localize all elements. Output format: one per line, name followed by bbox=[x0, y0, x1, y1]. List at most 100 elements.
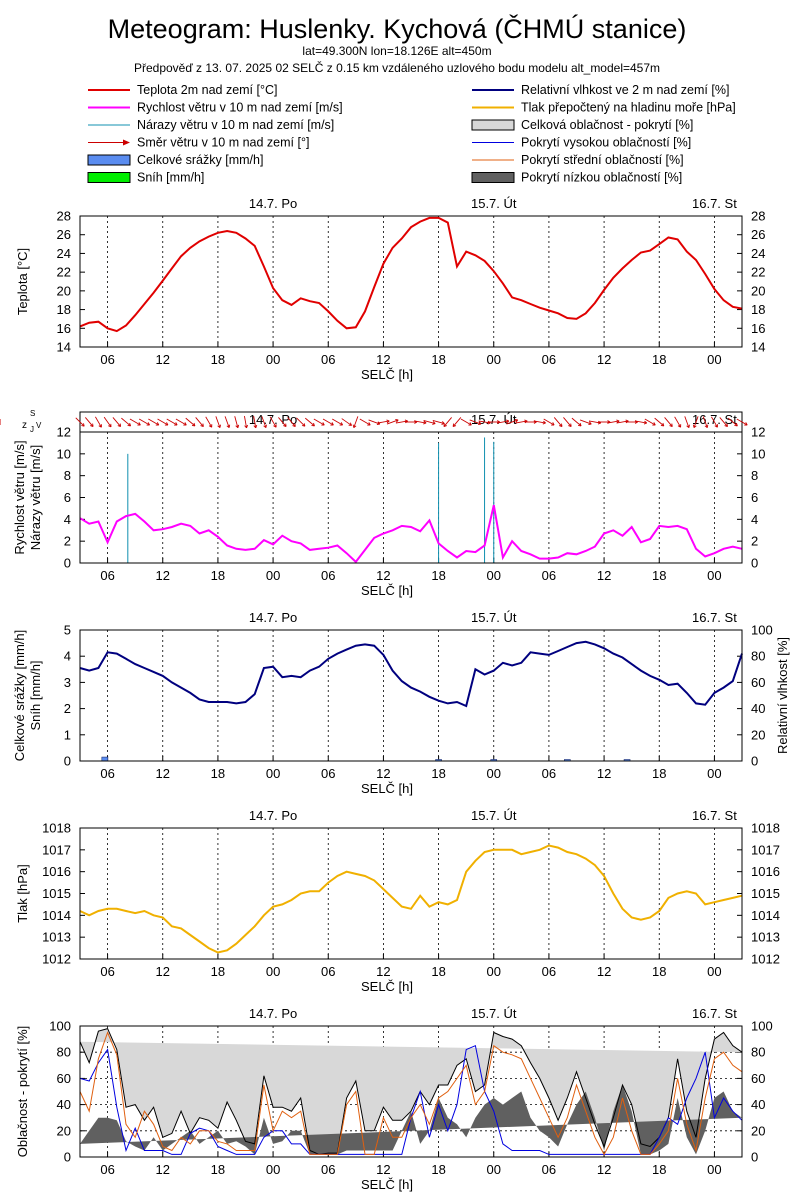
wind-direction-arrowhead bbox=[283, 423, 287, 428]
wind-xtick-label: 00 bbox=[266, 568, 280, 583]
pressure-xtick-label: 00 bbox=[707, 964, 721, 979]
pressure-day-label: 14.7. Po bbox=[249, 808, 297, 823]
wind-direction-arrowhead bbox=[321, 422, 325, 426]
temperature-ylabel: Teplota [°C] bbox=[15, 248, 30, 315]
legend-item-10-swatch bbox=[87, 172, 131, 183]
pressure-ytick-label: 1018 bbox=[42, 821, 71, 836]
wind-xtick-label: 18 bbox=[652, 568, 666, 583]
wind-direction-arrow bbox=[304, 417, 315, 427]
wind-direction-arrow bbox=[616, 420, 629, 424]
wind-direction-arrow bbox=[94, 416, 102, 428]
wind-direction-arrow bbox=[386, 419, 399, 425]
wind-direction-arrowhead bbox=[542, 420, 546, 425]
wind-direction-arrowhead bbox=[452, 423, 457, 428]
temperature-ytick-label-right: 14 bbox=[751, 340, 765, 355]
wind-direction-arrow bbox=[129, 418, 141, 426]
temperature-panel: 14 14 16 16 18 18 20 20 22 22 24 24 26 26 28 28 06 12 18 00… bbox=[15, 196, 765, 382]
cloudiness-ytick-label: 0 bbox=[64, 1150, 71, 1165]
pressure-xtick-label: 12 bbox=[597, 964, 611, 979]
cloudiness-xtick-label: 06 bbox=[542, 1162, 556, 1177]
wind-ytick-label-right: 8 bbox=[751, 468, 758, 483]
wind-direction-arrowhead bbox=[174, 422, 178, 426]
temperature-line bbox=[79, 216, 743, 333]
temperature-xtick-label: 18 bbox=[652, 352, 666, 367]
precipitation-ytick-label-right: 40 bbox=[751, 701, 765, 716]
cloudiness-xtick-label: 06 bbox=[321, 1162, 335, 1177]
wind-xtick-label: 18 bbox=[211, 568, 225, 583]
wind-direction-arrow bbox=[644, 418, 656, 426]
precipitation-xtick-label: 00 bbox=[266, 766, 280, 781]
pressure-ytick-label-right: 1014 bbox=[751, 908, 780, 923]
precipitation-day-label: 16.7. St bbox=[692, 610, 737, 625]
cloudiness-ytick-label: 100 bbox=[49, 1019, 71, 1034]
wind-xtick-label: 00 bbox=[487, 568, 501, 583]
temperature-xtick-label: 06 bbox=[321, 352, 335, 367]
wind-direction-arrowhead bbox=[98, 424, 102, 428]
wind-direction-arrow bbox=[496, 420, 509, 424]
wind-direction-arrowhead bbox=[208, 424, 213, 428]
cloudiness-ytick-label-right: 80 bbox=[751, 1045, 765, 1060]
wind-direction-arrowhead bbox=[505, 419, 510, 424]
precipitation-ytick-label-right: 20 bbox=[751, 727, 765, 742]
wind-direction-arrow bbox=[684, 416, 690, 428]
pressure-ytick-label-right: 1017 bbox=[751, 842, 780, 857]
wind-direction-arrow bbox=[205, 416, 213, 428]
wind-ytick-label-right: 0 bbox=[751, 556, 758, 571]
wind-direction-arrow bbox=[579, 419, 592, 425]
pressure-xtick-label: 00 bbox=[266, 964, 280, 979]
wind-direction-arrowhead bbox=[81, 423, 85, 427]
pressure-xtick-label: 06 bbox=[100, 964, 114, 979]
pressure-day-label: 16.7. St bbox=[692, 808, 737, 823]
wind-direction-arrow bbox=[654, 417, 665, 427]
temperature-ytick-label-right: 26 bbox=[751, 227, 765, 242]
wind-direction-arrowhead bbox=[263, 424, 267, 428]
temperature-ytick-label-right: 20 bbox=[751, 283, 765, 298]
wind-direction-arrow bbox=[711, 416, 718, 428]
wind-ytick-label-right: 2 bbox=[751, 534, 758, 549]
wind-direction-arrow bbox=[224, 416, 230, 428]
wind-direction-arrow bbox=[664, 417, 673, 427]
wind-direction-arrowhead bbox=[127, 422, 132, 427]
legend-item-11-swatch bbox=[471, 172, 515, 183]
wind-direction-arrow bbox=[253, 416, 257, 428]
legend-item-10-label: Sníh [mm/h] bbox=[137, 171, 204, 185]
precipitation-ytick-label: 4 bbox=[64, 649, 71, 664]
pressure-xtick-label: 18 bbox=[431, 964, 445, 979]
wind-direction-arrow bbox=[674, 416, 682, 428]
temperature-ytick-label: 18 bbox=[57, 302, 71, 317]
wind-direction-arrow bbox=[702, 416, 708, 428]
pressure-xtick-label: 06 bbox=[321, 964, 335, 979]
precipitation-ytick-label: 2 bbox=[64, 701, 71, 716]
wind-direction-arrow bbox=[341, 418, 352, 426]
wind-direction-arrow bbox=[84, 417, 94, 427]
wind-direction-arrowhead bbox=[339, 422, 343, 426]
wind-xtick-label: 06 bbox=[542, 568, 556, 583]
wind-direction-arrowhead bbox=[714, 424, 718, 428]
wind-direction-arrowhead bbox=[558, 423, 563, 428]
wind-direction-arrowhead bbox=[734, 422, 738, 427]
temperature-ytick-label: 22 bbox=[57, 265, 71, 280]
wind-direction-arrow bbox=[469, 419, 482, 425]
wind-direction-arrow bbox=[432, 420, 445, 424]
wind-direction-arrow bbox=[414, 420, 427, 424]
wind-xtick-label: 06 bbox=[100, 568, 114, 583]
wind-ytick-label: 0 bbox=[64, 556, 71, 571]
temperature-border bbox=[79, 215, 743, 348]
temperature-day-label: 15.7. Út bbox=[471, 196, 517, 211]
wind-xtick-label: 12 bbox=[597, 568, 611, 583]
wind-direction-arrow bbox=[287, 417, 296, 427]
wind-direction-arrow bbox=[175, 418, 187, 426]
legend-item-3-label: Tlak přepočtený na hladinu moře [hPa] bbox=[521, 101, 736, 115]
wind-ytick-label-right: 10 bbox=[751, 446, 765, 461]
precipitation-day-label: 14.7. Po bbox=[249, 610, 297, 625]
humidity-line bbox=[79, 640, 743, 708]
wind-direction-arrow bbox=[478, 420, 491, 424]
wind-direction-arrowhead bbox=[686, 424, 690, 428]
cloudiness-xtick-label: 12 bbox=[376, 1162, 390, 1177]
temperature-ytick-label-right: 28 bbox=[751, 209, 765, 224]
wind-direction-arrowhead bbox=[108, 423, 112, 428]
wind-direction-mark-v: V bbox=[36, 421, 42, 430]
wind-direction-arrow bbox=[634, 420, 647, 424]
pressure-ytick-label-right: 1013 bbox=[751, 930, 780, 945]
legend-item-7-label: Pokrytí vysokou oblačností [%] bbox=[521, 136, 691, 150]
